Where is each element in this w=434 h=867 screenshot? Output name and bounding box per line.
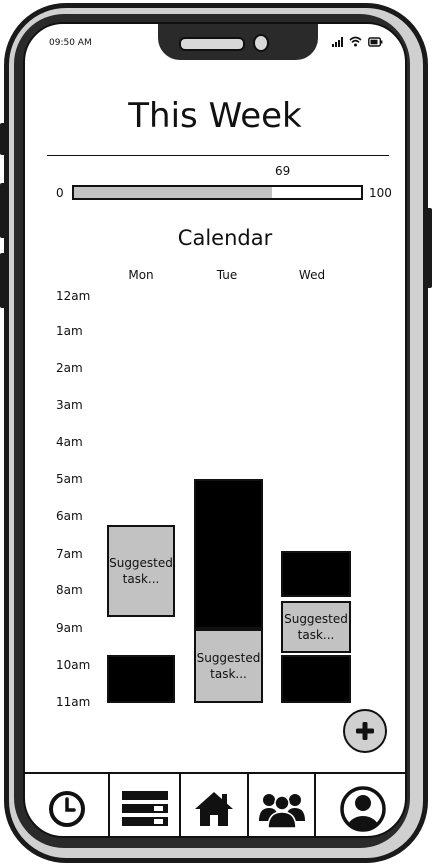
hour-label: 12am bbox=[56, 289, 91, 303]
suggested-task-block[interactable]: Suggested task... bbox=[194, 629, 263, 703]
clock-icon bbox=[48, 791, 85, 827]
progress-min-label: 0 bbox=[56, 186, 64, 200]
day-header-wed: Wed bbox=[298, 268, 326, 282]
speaker bbox=[179, 37, 245, 51]
battery-icon bbox=[368, 37, 383, 47]
hour-label: 4am bbox=[56, 435, 83, 449]
status-time: 09:50 AM bbox=[49, 38, 92, 48]
busy-block[interactable] bbox=[281, 551, 351, 597]
power-button bbox=[426, 208, 432, 288]
hour-label: 3am bbox=[56, 398, 83, 412]
home-icon bbox=[195, 792, 233, 826]
progress-fill bbox=[74, 187, 273, 198]
user-icon bbox=[339, 786, 386, 832]
busy-block[interactable] bbox=[107, 655, 175, 703]
calendar-title: Calendar bbox=[177, 226, 273, 250]
people-icon bbox=[258, 794, 305, 829]
hour-label: 8am bbox=[56, 583, 83, 597]
front-camera bbox=[253, 34, 269, 52]
volume-down-button bbox=[0, 253, 6, 308]
day-header-tue: Tue bbox=[216, 268, 238, 282]
volume-up-button bbox=[0, 183, 6, 238]
bottom-tab-bar bbox=[25, 772, 405, 836]
page-title: This Week bbox=[128, 96, 302, 136]
screen: 09:50 AM This Week 69 0 100 Calendar Mon… bbox=[23, 22, 407, 838]
tab-home[interactable] bbox=[181, 774, 247, 836]
hour-label: 11am bbox=[56, 695, 91, 709]
title-divider bbox=[47, 155, 389, 156]
hour-label: 6am bbox=[56, 509, 83, 523]
hour-label: 9am bbox=[56, 621, 83, 635]
busy-block[interactable] bbox=[281, 655, 351, 703]
list-icon bbox=[121, 791, 168, 826]
suggested-task-block[interactable]: Suggested task... bbox=[281, 601, 351, 653]
add-task-button[interactable] bbox=[343, 709, 387, 753]
wifi-icon bbox=[349, 36, 362, 47]
hour-label: 2am bbox=[56, 361, 83, 375]
busy-block[interactable] bbox=[194, 479, 263, 629]
progress-value: 69 bbox=[275, 164, 291, 178]
signal-icon bbox=[332, 36, 343, 47]
progress-max-label: 100 bbox=[369, 186, 392, 200]
progress-bar bbox=[72, 185, 363, 200]
hour-label: 10am bbox=[56, 658, 91, 672]
suggested-task-block[interactable]: Suggested task... bbox=[107, 525, 175, 617]
status-icons bbox=[332, 36, 383, 47]
hour-label: 1am bbox=[56, 324, 83, 338]
day-header-mon: Mon bbox=[128, 268, 154, 282]
tab-history[interactable] bbox=[25, 774, 108, 836]
mute-button bbox=[0, 123, 6, 155]
hour-label: 5am bbox=[56, 472, 83, 486]
tab-list[interactable] bbox=[110, 774, 179, 836]
tab-profile[interactable] bbox=[316, 774, 405, 836]
plus-icon bbox=[356, 722, 374, 740]
tab-groups[interactable] bbox=[249, 774, 314, 836]
hour-label: 7am bbox=[56, 547, 83, 561]
